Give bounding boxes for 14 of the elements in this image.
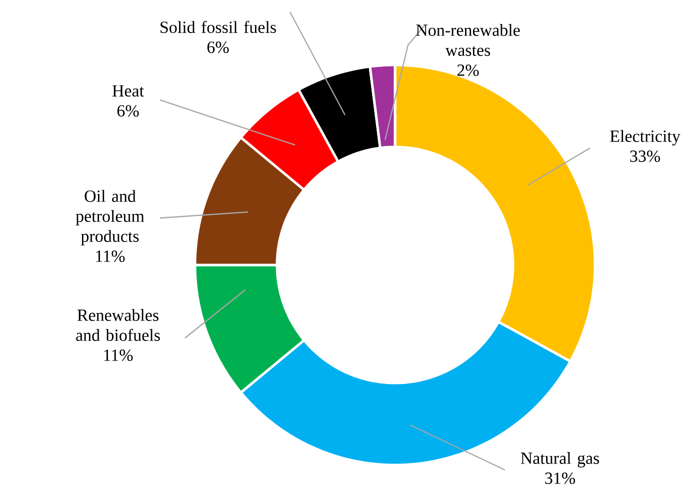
slice-label: Renewables and biofuels — [76, 308, 160, 341]
data-label: 11% — [96, 250, 125, 262]
slice-label: Electricity — [610, 130, 680, 146]
slice-label: Natural gas — [520, 452, 600, 468]
data-label: 33% — [630, 150, 660, 162]
data-label: 31% — [545, 472, 576, 484]
data-label: 6% — [117, 105, 139, 117]
data-label: 6% — [207, 42, 229, 54]
data-label: 11% — [104, 349, 133, 361]
slice-label: Non-renewable wastes — [416, 24, 520, 56]
slice-label: Heat — [112, 85, 144, 97]
slice-label: Solid fossil fuels — [160, 20, 276, 34]
data-label: 2% — [457, 64, 479, 76]
slice-label: Oil and petroleum products — [76, 190, 144, 246]
